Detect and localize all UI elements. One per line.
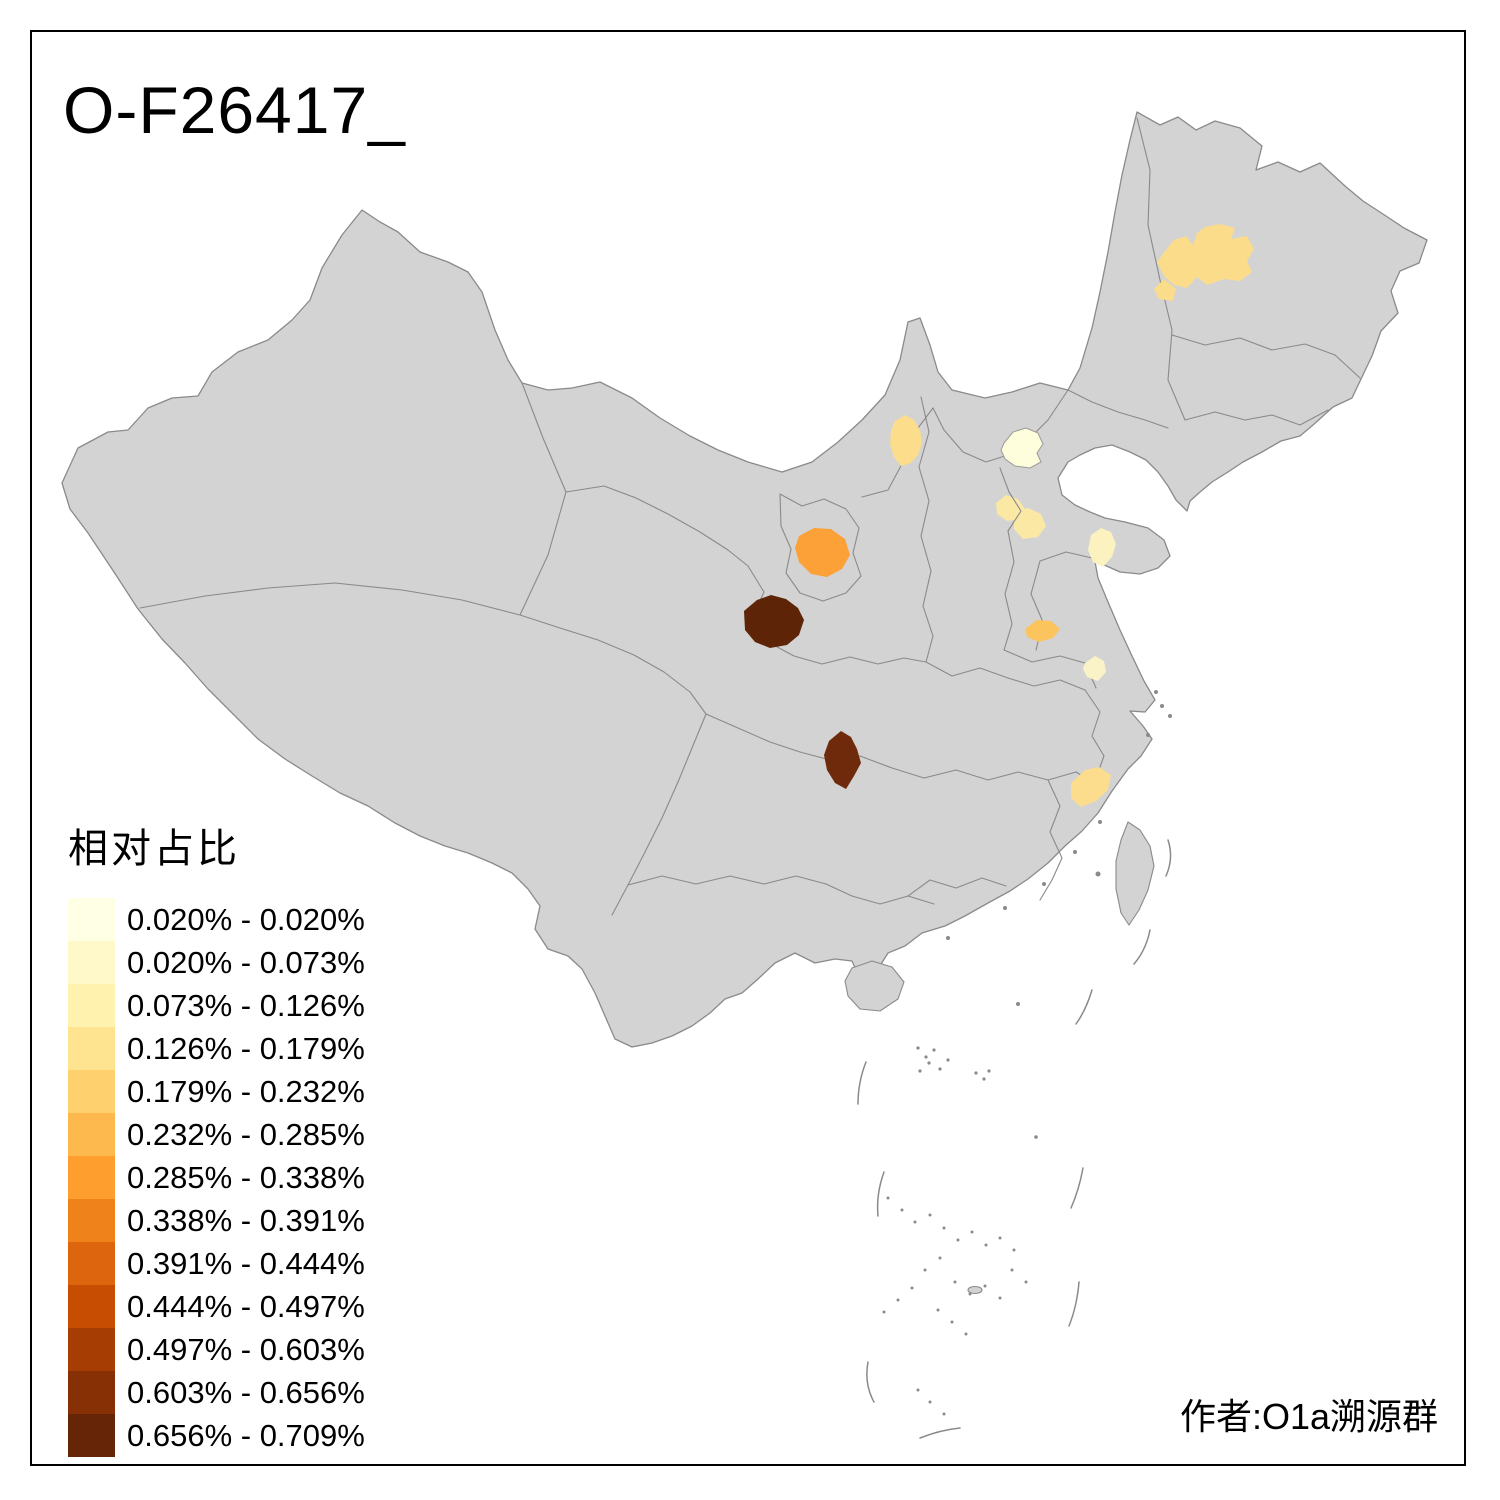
region-fujian-coast xyxy=(1071,767,1111,807)
legend-range-label: 0.020% - 0.073% xyxy=(127,944,365,980)
region-northeast-heilongjiang-lobe xyxy=(1154,279,1176,301)
legend-swatch xyxy=(68,898,115,941)
legend-swatch xyxy=(68,1371,115,1414)
region-southern-sichuan xyxy=(824,731,861,789)
nine-dash-line-segments xyxy=(857,839,1172,1439)
taiwan-island xyxy=(1115,821,1155,926)
legend-range-label: 0.232% - 0.285% xyxy=(127,1116,365,1152)
legend-item: 0.338% - 0.391% xyxy=(68,1199,365,1242)
hainan-island xyxy=(844,960,905,1012)
legend-range-label: 0.391% - 0.444% xyxy=(127,1245,365,1281)
legend-swatch xyxy=(68,1199,115,1242)
legend-swatch xyxy=(68,1027,115,1070)
region-northern-jiangsu xyxy=(1083,656,1106,681)
legend-swatch xyxy=(68,1113,115,1156)
islands xyxy=(844,821,1155,1295)
legend-item: 0.020% - 0.073% xyxy=(68,941,365,984)
region-central-inner-mongolia xyxy=(890,415,922,466)
china-mainland-shape xyxy=(61,111,1428,1048)
legend-swatch xyxy=(68,1242,115,1285)
legend-swatch xyxy=(68,941,115,984)
legend-range-label: 0.179% - 0.232% xyxy=(127,1073,365,1109)
region-northern-henan xyxy=(1025,620,1060,642)
legend-swatch xyxy=(68,1156,115,1199)
legend-item: 0.497% - 0.603% xyxy=(68,1328,365,1371)
legend-item: 0.232% - 0.285% xyxy=(68,1113,365,1156)
legend-range-label: 0.444% - 0.497% xyxy=(127,1288,365,1324)
legend-range-label: 0.603% - 0.656% xyxy=(127,1374,365,1410)
legend-range-label: 0.338% - 0.391% xyxy=(127,1202,365,1238)
legend-title: 相对占比 xyxy=(68,827,240,871)
region-beijing xyxy=(1000,427,1044,469)
legend-swatch xyxy=(68,1285,115,1328)
legend-item: 0.020% - 0.020% xyxy=(68,898,365,941)
attribution-text: 作者:O1a溯源群 xyxy=(1179,1396,1438,1437)
legend-range-label: 0.126% - 0.179% xyxy=(127,1030,365,1066)
south-reef-island xyxy=(967,1285,983,1295)
border-over-hebei xyxy=(1007,491,1022,532)
legend-item: 0.656% - 0.709% xyxy=(68,1414,365,1457)
highlighted-regions xyxy=(744,224,1254,807)
legend-item: 0.126% - 0.179% xyxy=(68,1027,365,1070)
legend-range-label: 0.656% - 0.709% xyxy=(127,1417,365,1453)
islets xyxy=(882,690,1172,1416)
legend-swatch xyxy=(68,984,115,1027)
region-southern-gansu xyxy=(744,595,804,648)
legend-item: 0.073% - 0.126% xyxy=(68,984,365,1027)
legend-item: 0.179% - 0.232% xyxy=(68,1070,365,1113)
region-shandong-coast xyxy=(1088,528,1116,567)
page-title: O-F26417_ xyxy=(63,73,406,147)
region-central-hebei-east xyxy=(1014,508,1046,539)
region-northeast-heilongjiang xyxy=(1157,224,1254,288)
legend-range-label: 0.285% - 0.338% xyxy=(127,1159,365,1195)
legend-swatch xyxy=(68,1414,115,1457)
legend-range-label: 0.073% - 0.126% xyxy=(127,987,365,1023)
legend-range-label: 0.020% - 0.020% xyxy=(127,901,365,937)
legend-swatch xyxy=(68,1328,115,1371)
legend-item: 0.391% - 0.444% xyxy=(68,1242,365,1285)
region-southern-ningxia xyxy=(795,528,850,577)
legend-item: 0.603% - 0.656% xyxy=(68,1371,365,1414)
legend-item: 0.444% - 0.497% xyxy=(68,1285,365,1328)
legend-item: 0.285% - 0.338% xyxy=(68,1156,365,1199)
legend: 相对占比 0.020% - 0.020% 0.020% - 0.073% 0.0… xyxy=(68,816,365,1457)
legend-range-label: 0.497% - 0.603% xyxy=(127,1331,365,1367)
legend-swatch xyxy=(68,1070,115,1113)
